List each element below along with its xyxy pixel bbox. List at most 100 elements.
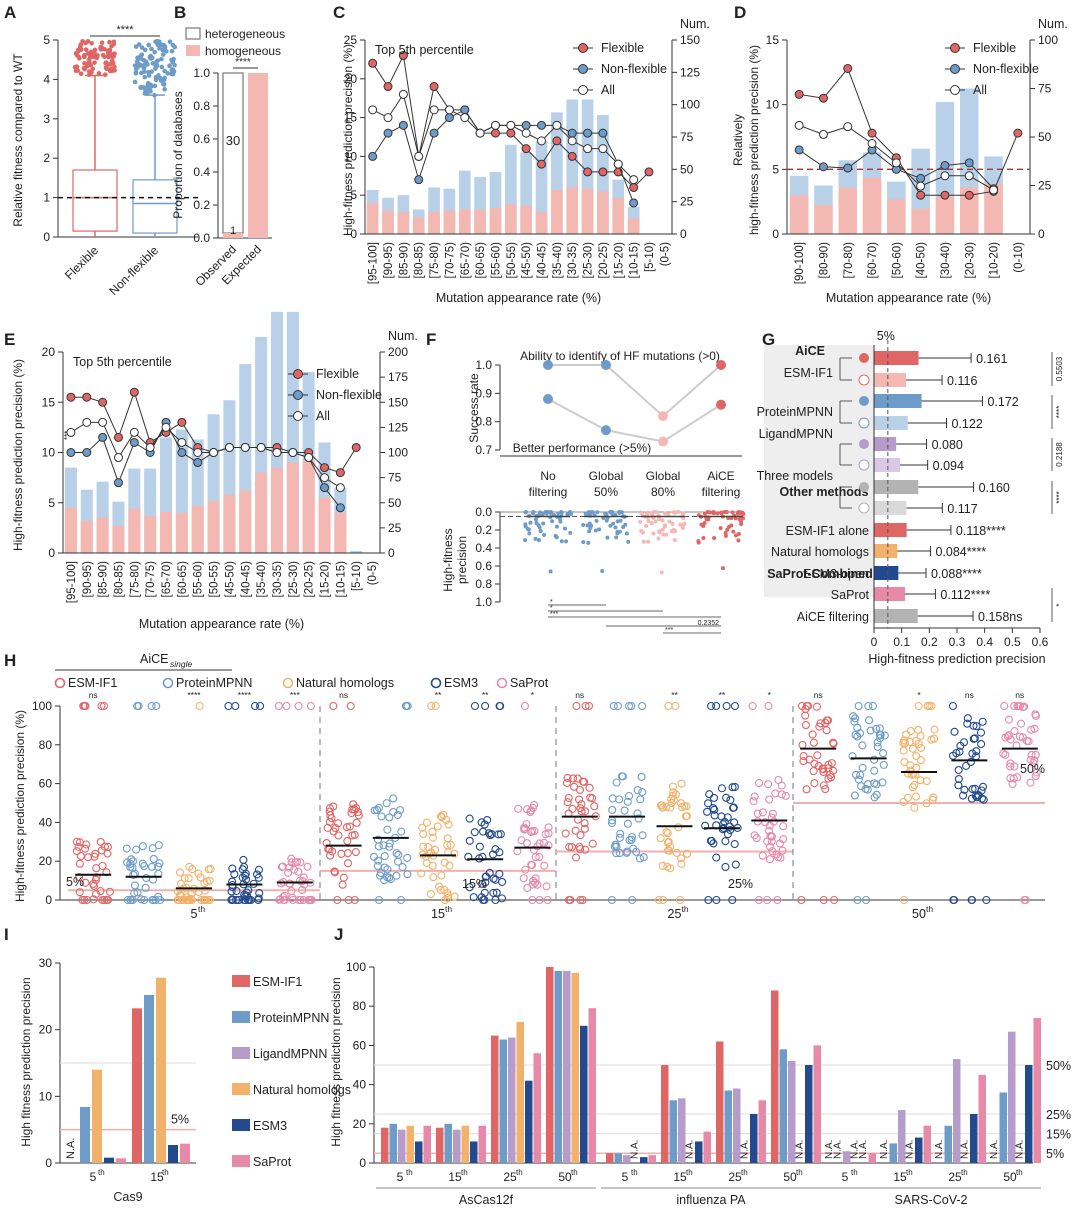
precision-point xyxy=(640,511,645,516)
precision-point xyxy=(565,512,570,517)
significance-label: 0.5503 xyxy=(1055,356,1064,381)
y-tick-label: 50 xyxy=(1038,130,1052,144)
series-point-flexible xyxy=(818,93,828,103)
bar-precision xyxy=(563,970,571,1163)
precision-point xyxy=(671,527,676,532)
outlier-point xyxy=(149,83,154,89)
precision-point xyxy=(495,869,504,878)
precision-point xyxy=(652,510,657,515)
precision-point xyxy=(752,834,761,843)
series-point-flexible xyxy=(537,159,547,169)
precision-point xyxy=(819,781,828,790)
precision-point xyxy=(140,862,149,871)
precision-point xyxy=(608,805,617,814)
y-tick-label: 1.0 xyxy=(475,595,492,609)
precision-point xyxy=(298,885,307,895)
x-tick-label: [70-80) xyxy=(843,242,855,279)
precision-point xyxy=(486,831,495,840)
x-tick-label: [45-50) xyxy=(521,242,533,279)
precision-point xyxy=(350,895,359,905)
outlier-point xyxy=(99,40,105,45)
significance-label: ** xyxy=(482,690,489,700)
precision-point xyxy=(681,812,691,821)
precision-point xyxy=(581,540,586,545)
series-point-flexible xyxy=(598,167,608,177)
precision-point xyxy=(307,895,316,905)
precision-point xyxy=(999,749,1008,758)
precision-point xyxy=(478,879,487,888)
bar-precision xyxy=(1008,1031,1016,1163)
series-point-all xyxy=(794,120,804,130)
y-tick-label: 1.0 xyxy=(193,66,210,80)
precision-point xyxy=(437,871,446,880)
legend-marker xyxy=(578,64,588,74)
legend-marker xyxy=(950,85,960,95)
precision-point xyxy=(563,798,572,807)
precision-point xyxy=(433,822,442,831)
precision-point xyxy=(469,893,478,902)
precision-point xyxy=(581,523,586,528)
precision-point xyxy=(615,795,624,804)
precision-point xyxy=(779,822,788,831)
precision-point xyxy=(773,895,782,905)
precision-point xyxy=(242,888,251,897)
precision-point xyxy=(666,803,675,812)
precision-point xyxy=(870,766,879,775)
na-label: N.A. xyxy=(824,1140,835,1159)
bar-precision xyxy=(508,1037,516,1163)
precision-point xyxy=(627,701,636,711)
bar-precision xyxy=(588,1008,596,1163)
precision-point xyxy=(250,701,260,711)
precision-point xyxy=(821,785,830,794)
y-axis-label: High-fitness prediction precision (%) xyxy=(11,359,25,551)
bar-homogeneous xyxy=(248,73,268,238)
legend-marker xyxy=(293,411,303,421)
precision-point xyxy=(75,888,84,897)
precision-point xyxy=(916,756,925,765)
panel-label-f: F xyxy=(426,330,436,349)
y-tick-label: 200 xyxy=(388,345,408,359)
significance-label: *** xyxy=(63,431,72,440)
precision-point xyxy=(586,540,591,545)
x-tick-label: [75-80) xyxy=(129,561,141,598)
legend-label: SaProt xyxy=(510,676,549,690)
point-ability xyxy=(658,411,668,421)
x-tick-label: [80-85) xyxy=(414,242,426,279)
bar-precision xyxy=(669,1100,677,1163)
precision-point xyxy=(481,701,490,711)
group-label: Three models xyxy=(757,469,833,483)
point-ability xyxy=(601,360,611,370)
series-point-all xyxy=(304,453,314,463)
y-tick-label: 0 xyxy=(680,227,687,241)
bar-precision xyxy=(779,1049,787,1163)
series-point-nonflexible xyxy=(82,448,92,457)
group-label: 25 xyxy=(728,1170,742,1184)
group-label-sup: th xyxy=(98,1168,105,1177)
precision-point xyxy=(96,887,105,896)
x-tick-label: [80-85) xyxy=(113,561,125,598)
precision-point xyxy=(443,834,452,843)
panel-label-c: C xyxy=(333,3,345,22)
bar-precision xyxy=(805,1065,813,1163)
series-line-nonflexible xyxy=(70,421,341,509)
precision-point xyxy=(638,519,643,524)
series-point-all xyxy=(843,122,853,132)
series-point-all xyxy=(429,105,439,115)
bar-value-label: 30 xyxy=(226,133,240,148)
series-point-nonflexible xyxy=(629,198,639,208)
precision-point xyxy=(956,741,965,750)
series-point-flexible xyxy=(383,82,393,92)
precision-point xyxy=(548,510,553,515)
precision-point xyxy=(908,744,917,753)
series-point-nonflexible xyxy=(320,483,330,493)
significance-label: * xyxy=(917,690,921,700)
precision-point xyxy=(1030,724,1039,733)
outlier-point xyxy=(112,64,117,70)
precision-point xyxy=(1015,701,1025,711)
box xyxy=(132,179,178,234)
bar-count-flexible xyxy=(239,490,252,553)
outlier-point xyxy=(169,48,175,54)
precision-point xyxy=(733,533,738,538)
series-point-nonflexible xyxy=(583,128,593,138)
precision-point xyxy=(662,802,671,811)
